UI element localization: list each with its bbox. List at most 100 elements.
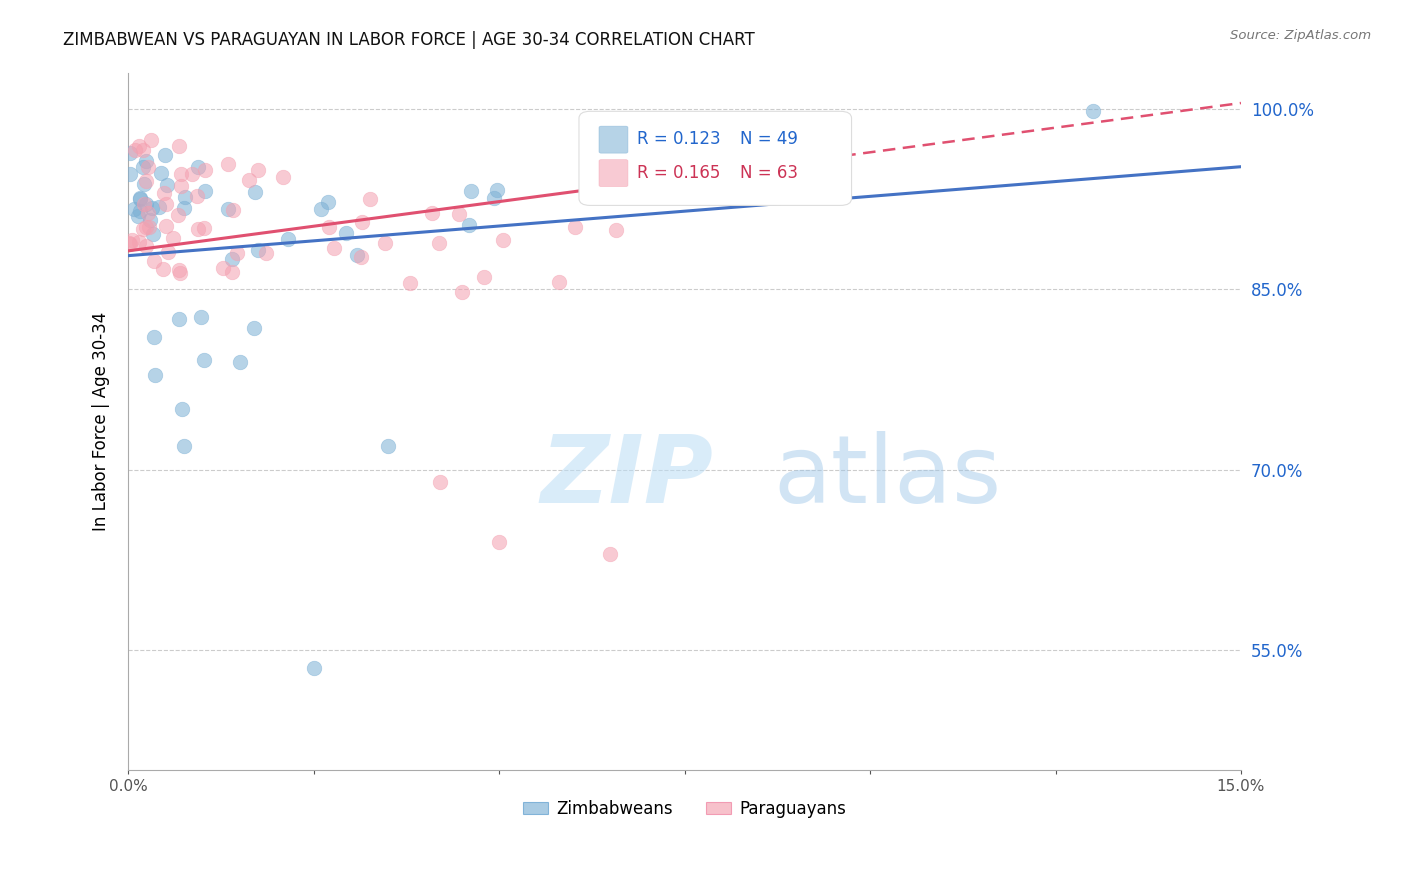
Point: [127, 209, 149, 223]
Point: [120, 145, 142, 160]
Point: [349, 250, 371, 264]
Point: [143, 330, 166, 344]
Point: [155, 197, 177, 211]
Point: [162, 231, 184, 245]
Point: [135, 219, 157, 234]
Point: [132, 160, 155, 174]
Point: [221, 252, 243, 266]
Text: Source: ZipAtlas.com: Source: ZipAtlas.com: [1230, 29, 1371, 42]
Point: [460, 184, 482, 198]
Point: [318, 219, 340, 234]
Point: [134, 178, 156, 192]
Point: [148, 200, 170, 214]
Point: [229, 354, 252, 368]
Point: [132, 222, 155, 236]
Point: [187, 161, 209, 175]
Point: [121, 233, 143, 247]
Point: [167, 139, 190, 153]
Point: [170, 402, 193, 417]
FancyBboxPatch shape: [599, 160, 628, 186]
Point: [243, 320, 266, 334]
Point: [135, 196, 157, 211]
Point: [352, 214, 374, 228]
Point: [1081, 104, 1104, 119]
Point: [139, 213, 162, 227]
Point: [374, 235, 396, 250]
Point: [547, 275, 569, 289]
Point: [427, 235, 450, 250]
Point: [170, 167, 193, 181]
Point: [170, 178, 193, 193]
Point: [212, 261, 235, 276]
Point: [169, 312, 191, 326]
Text: ZIMBABWEAN VS PARAGUAYAN IN LABOR FORCE | AGE 30-34 CORRELATION CHART: ZIMBABWEAN VS PARAGUAYAN IN LABOR FORCE …: [63, 31, 755, 49]
Point: [194, 162, 217, 177]
Point: [420, 205, 443, 219]
Point: [335, 227, 357, 241]
Text: ZIP: ZIP: [540, 431, 713, 524]
Point: [613, 189, 636, 203]
Point: [187, 222, 209, 236]
Point: [153, 148, 176, 162]
Point: [346, 248, 368, 262]
Point: [449, 207, 471, 221]
Point: [135, 153, 157, 168]
Point: [141, 202, 163, 216]
Point: [486, 183, 509, 197]
Point: [138, 220, 160, 235]
Point: [488, 534, 510, 549]
Point: [491, 233, 513, 247]
Point: [225, 246, 247, 260]
Point: [484, 191, 506, 205]
Point: [136, 206, 159, 220]
Point: [180, 167, 202, 181]
Point: [155, 219, 177, 233]
Point: [599, 547, 621, 561]
Y-axis label: In Labor Force | Age 30-34: In Labor Force | Age 30-34: [93, 312, 110, 531]
Point: [247, 244, 270, 258]
Text: R = 0.165: R = 0.165: [637, 163, 720, 182]
Point: [243, 186, 266, 200]
Point: [323, 241, 346, 255]
Point: [605, 223, 627, 237]
Text: N = 63: N = 63: [741, 163, 799, 182]
Point: [451, 285, 474, 299]
Point: [238, 172, 260, 186]
Point: [193, 221, 215, 235]
Point: [156, 178, 179, 192]
Point: [129, 192, 152, 206]
Point: [166, 208, 188, 222]
Point: [128, 203, 150, 218]
Text: N = 49: N = 49: [741, 130, 799, 148]
Point: [399, 277, 422, 291]
Point: [217, 157, 239, 171]
Text: R = 0.123: R = 0.123: [637, 130, 720, 148]
Point: [169, 266, 191, 280]
Point: [254, 245, 277, 260]
Point: [222, 203, 245, 218]
Point: [135, 174, 157, 188]
Point: [174, 190, 197, 204]
Point: [118, 235, 141, 250]
Point: [142, 253, 165, 268]
Point: [156, 245, 179, 260]
Point: [167, 263, 190, 277]
Point: [194, 184, 217, 198]
Point: [458, 218, 481, 232]
Point: [302, 661, 325, 675]
Point: [429, 475, 451, 489]
Point: [217, 202, 239, 216]
Point: [186, 188, 208, 202]
Point: [193, 353, 215, 368]
FancyBboxPatch shape: [579, 112, 852, 205]
Point: [173, 201, 195, 215]
Point: [474, 270, 496, 285]
Legend: Zimbabweans, Paraguayans: Zimbabweans, Paraguayans: [516, 793, 853, 824]
Point: [118, 167, 141, 181]
Point: [128, 138, 150, 153]
Point: [124, 202, 146, 216]
FancyBboxPatch shape: [599, 126, 628, 153]
Point: [128, 235, 150, 249]
Point: [221, 265, 243, 279]
Point: [173, 438, 195, 452]
